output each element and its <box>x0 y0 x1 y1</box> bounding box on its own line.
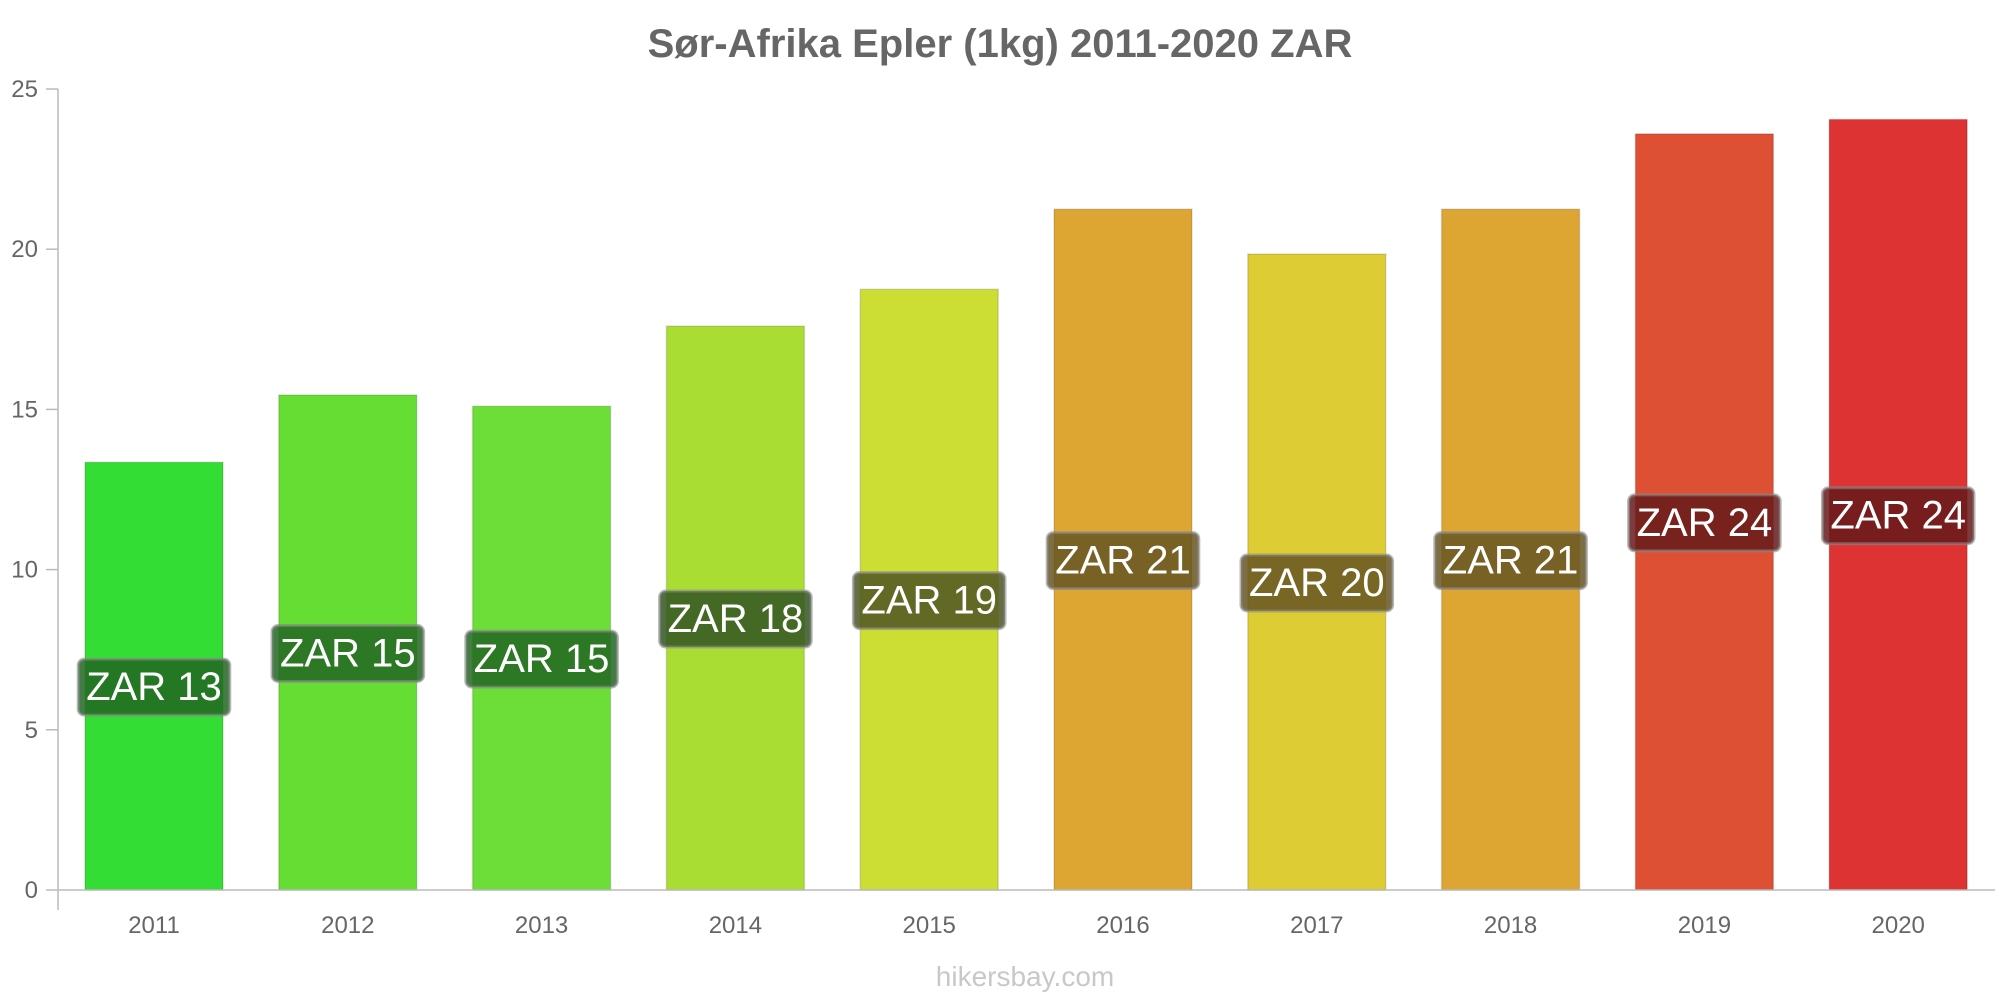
y-tick-label: 0 <box>25 877 38 904</box>
data-label-text: ZAR 13 <box>86 665 222 709</box>
data-label-2018: ZAR 21 <box>1433 531 1588 591</box>
y-tick-label: 20 <box>11 236 38 263</box>
data-label-2020: ZAR 24 <box>1820 486 1976 546</box>
data-label-background <box>851 571 1007 631</box>
x-tick-label: 2017 <box>1290 912 1343 939</box>
data-label-text: ZAR 21 <box>1055 539 1191 583</box>
x-tick-label: 2011 <box>128 912 180 939</box>
data-label-background <box>1433 531 1588 591</box>
data-label-background <box>270 623 426 683</box>
data-label-background <box>1627 493 1782 553</box>
data-label-2017: ZAR 20 <box>1239 553 1395 613</box>
data-label-2019: ZAR 24 <box>1627 493 1782 553</box>
data-label-background <box>658 589 813 649</box>
x-axis: 2011 2012 2013 2014 2015 2016 2017 2018 2019 2020 <box>58 889 1995 939</box>
x-tick-label: 2012 <box>321 912 374 939</box>
y-tick-label: 5 <box>25 717 38 744</box>
data-label-background <box>1239 553 1395 613</box>
x-tick-label: 2019 <box>1678 912 1731 939</box>
x-tick-label: 2015 <box>903 912 956 939</box>
x-tick-label: 2014 <box>709 912 762 939</box>
data-label-text: ZAR 20 <box>1249 561 1385 605</box>
y-axis: 0 5 10 15 20 25 <box>11 76 59 910</box>
data-label-2014: ZAR 18 <box>658 589 813 649</box>
y-tick-label: 10 <box>11 557 38 584</box>
y-tick-label: 15 <box>11 396 38 423</box>
data-label-2016: ZAR 21 <box>1045 531 1201 591</box>
data-label-text: ZAR 24 <box>1830 494 1966 538</box>
data-label-background <box>464 629 619 689</box>
data-label-2012: ZAR 15 <box>270 623 426 683</box>
data-label-text: ZAR 15 <box>280 631 416 675</box>
data-label-text: ZAR 18 <box>668 597 804 641</box>
data-label-2015: ZAR 19 <box>851 571 1007 631</box>
data-label-background <box>1045 531 1201 591</box>
watermark: hikersbay.com <box>936 961 1114 992</box>
data-label-2011: ZAR 13 <box>76 657 232 717</box>
data-label-2013: ZAR 15 <box>464 629 619 689</box>
x-tick-label: 2013 <box>515 912 568 939</box>
data-label-text: ZAR 24 <box>1637 501 1773 545</box>
data-label-background <box>76 657 232 717</box>
y-tick-label: 25 <box>11 76 38 103</box>
data-label-text: ZAR 19 <box>861 579 997 623</box>
x-tick-label: 2020 <box>1872 912 1925 939</box>
chart-title: Sør-Afrika Epler (1kg) 2011-2020 ZAR <box>648 22 1353 66</box>
data-label-background <box>1820 486 1976 546</box>
data-label-text: ZAR 15 <box>474 637 610 681</box>
x-tick-label: 2016 <box>1096 912 1149 939</box>
x-tick-label: 2018 <box>1484 912 1537 939</box>
data-label-text: ZAR 21 <box>1443 539 1579 583</box>
data-labels-group: ZAR 13 ZAR 15 ZAR 15 ZAR 18 ZAR 19 ZAR 21 ZAR … <box>76 486 1976 717</box>
